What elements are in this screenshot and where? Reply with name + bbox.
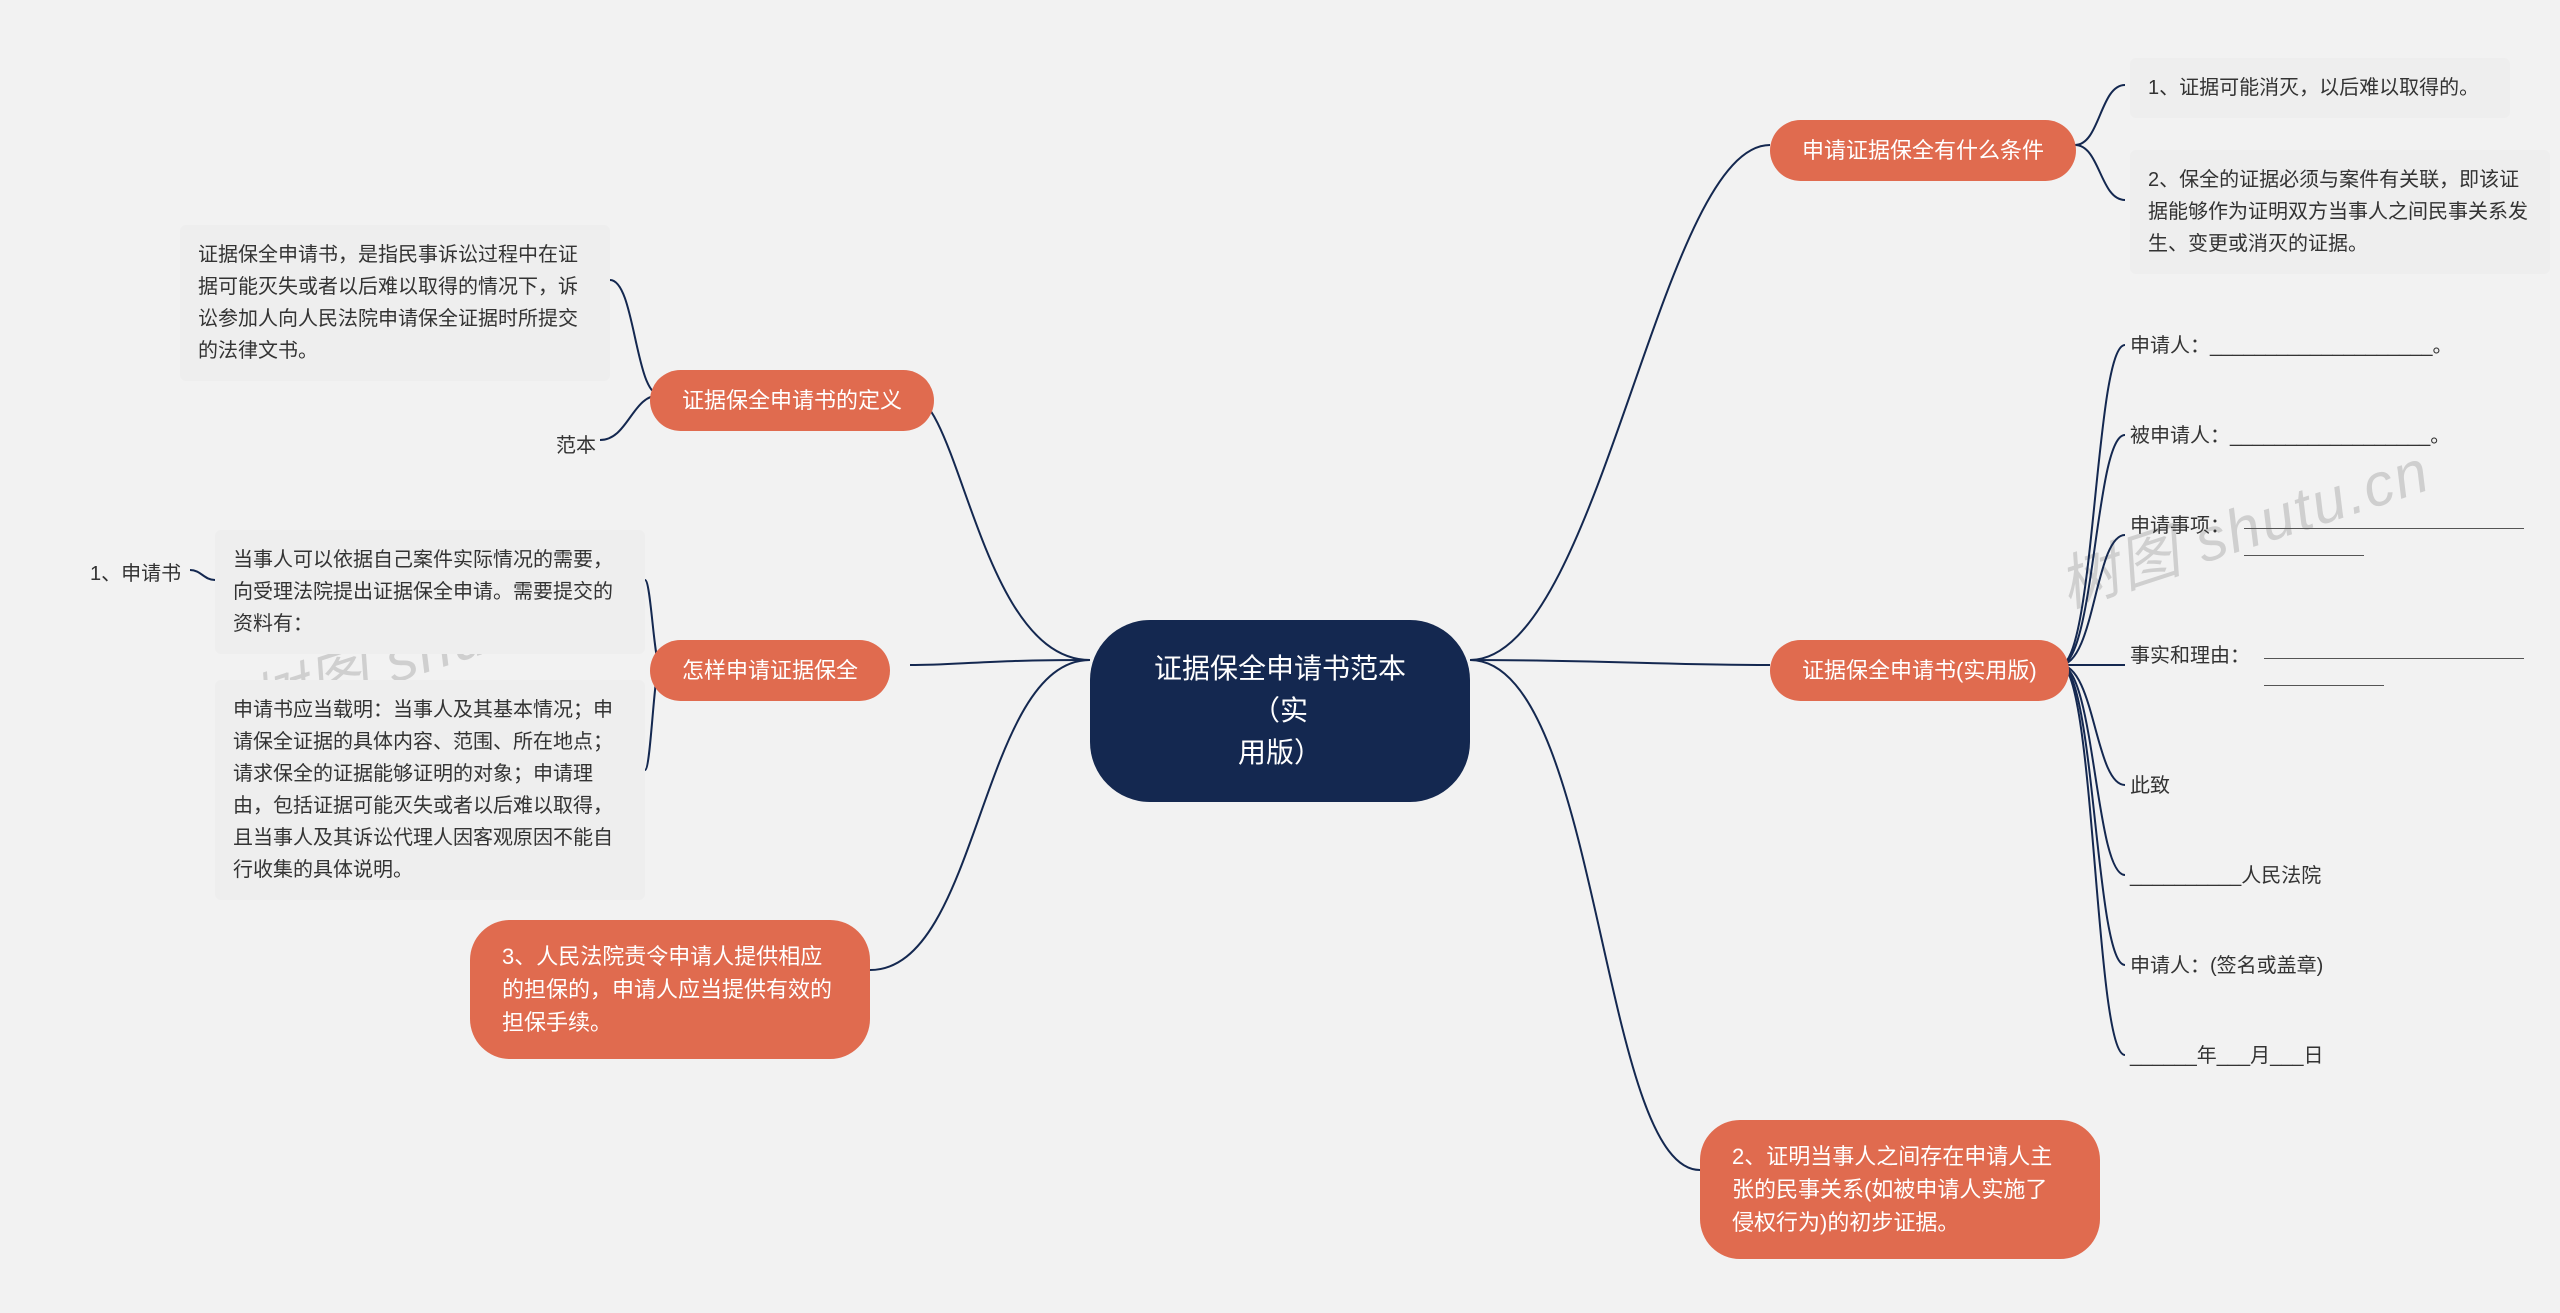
branch-conditions-label: 申请证据保全有什么条件 xyxy=(1802,138,2044,163)
form-facts-label-content: 事实和理由： xyxy=(2130,640,2250,672)
branch-prelim-evidence: 2、证明当事人之间存在申请人主张的民事关系(如被申请人实施了侵权行为)的初步证据… xyxy=(1700,1120,2100,1259)
form-date: ______年___月___日 xyxy=(2130,1040,2323,1072)
form-facts: 事实和理由： xyxy=(2130,640,2524,694)
form-facts-lines xyxy=(2264,640,2524,694)
leaf-definition-sample-content: 范本 xyxy=(556,435,596,457)
form-items: 申请事项： xyxy=(2130,510,2524,564)
form-closing: 此致 xyxy=(2130,770,2170,802)
leaf-howto-prefix: 1、申请书 xyxy=(90,558,181,590)
leaf-condition-2-content: 2、保全的证据必须与案件有关联，即该证据能够作为证明双方当事人之间民事关系发生、… xyxy=(2148,169,2528,255)
leaf-condition-1: 1、证据可能消灭，以后难以取得的。 xyxy=(2130,58,2510,118)
form-respondent-content: 被申请人：__________________。 xyxy=(2130,425,2450,447)
leaf-definition-text: 证据保全申请书，是指民事诉讼过程中在证据可能灭失或者以后难以取得的情况下，诉讼参… xyxy=(180,225,610,381)
branch-form: 证据保全申请书(实用版) xyxy=(1770,640,2069,701)
form-closing-content: 此致 xyxy=(2130,775,2170,797)
form-items-label-content: 申请事项： xyxy=(2130,510,2230,542)
branch-conditions: 申请证据保全有什么条件 xyxy=(1770,120,2076,181)
leaf-howto-details: 申请书应当载明：当事人及其基本情况；申请保全证据的具体内容、范围、所在地点；请求… xyxy=(215,680,645,900)
branch-definition-label: 证据保全申请书的定义 xyxy=(682,388,902,413)
form-applicant: 申请人：____________________。 xyxy=(2130,330,2452,362)
branch-definition: 证据保全申请书的定义 xyxy=(650,370,934,431)
branch-form-label: 证据保全申请书(实用版) xyxy=(1802,658,2037,683)
leaf-condition-1-content: 1、证据可能消灭，以后难以取得的。 xyxy=(2148,77,2479,99)
branch-howto-label: 怎样申请证据保全 xyxy=(682,658,858,683)
leaf-howto-materials-content: 当事人可以依据自己案件实际情况的需要，向受理法院提出证据保全申请。需要提交的资料… xyxy=(233,549,613,635)
form-sign-content: 申请人：(签名或盖章) xyxy=(2130,955,2323,977)
form-respondent: 被申请人：__________________。 xyxy=(2130,420,2450,452)
branch-prelim-evidence-label: 2、证明当事人之间存在申请人主张的民事关系(如被申请人实施了侵权行为)的初步证据… xyxy=(1732,1144,2052,1235)
center-title-line2: 用版） xyxy=(1238,737,1322,768)
leaf-definition-text-content: 证据保全申请书，是指民事诉讼过程中在证据可能灭失或者以后难以取得的情况下，诉讼参… xyxy=(198,244,578,362)
branch-guarantee: 3、人民法院责令申请人提供相应的担保的，申请人应当提供有效的担保手续。 xyxy=(470,920,870,1059)
branch-howto: 怎样申请证据保全 xyxy=(650,640,890,701)
center-title-line1: 证据保全申请书范本（实 xyxy=(1154,653,1406,726)
branch-guarantee-label: 3、人民法院责令申请人提供相应的担保的，申请人应当提供有效的担保手续。 xyxy=(502,944,832,1035)
leaf-definition-sample: 范本 xyxy=(556,430,596,462)
form-court: __________人民法院 xyxy=(2130,860,2321,892)
form-items-lines xyxy=(2244,510,2524,564)
form-applicant-content: 申请人：____________________。 xyxy=(2130,335,2452,357)
leaf-condition-2: 2、保全的证据必须与案件有关联，即该证据能够作为证明双方当事人之间民事关系发生、… xyxy=(2130,150,2550,274)
leaf-howto-prefix-content: 1、申请书 xyxy=(90,563,181,585)
form-court-content: __________人民法院 xyxy=(2130,865,2321,887)
form-date-content: ______年___月___日 xyxy=(2130,1045,2323,1067)
leaf-howto-materials: 当事人可以依据自己案件实际情况的需要，向受理法院提出证据保全申请。需要提交的资料… xyxy=(215,530,645,654)
leaf-howto-details-content: 申请书应当载明：当事人及其基本情况；申请保全证据的具体内容、范围、所在地点；请求… xyxy=(233,699,613,881)
center-topic: 证据保全申请书范本（实 用版） xyxy=(1090,620,1470,802)
form-sign: 申请人：(签名或盖章) xyxy=(2130,950,2323,982)
